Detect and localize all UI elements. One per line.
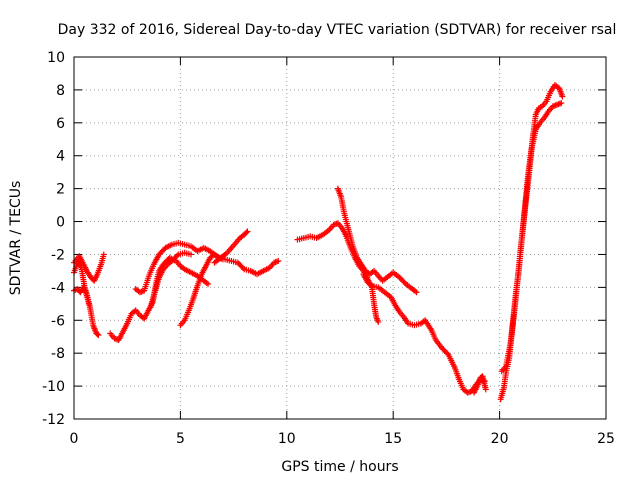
y-tick-label: 2 bbox=[56, 182, 65, 198]
data-point bbox=[375, 318, 382, 325]
y-tick-label: 8 bbox=[56, 83, 65, 99]
data-point bbox=[94, 331, 101, 338]
x-tick-label: 10 bbox=[278, 431, 296, 447]
data-point bbox=[188, 251, 195, 258]
data-series-arc-h bbox=[211, 228, 251, 266]
y-tick-label: 0 bbox=[56, 215, 65, 231]
data-point bbox=[482, 386, 489, 393]
data-point bbox=[244, 228, 251, 235]
plot-frame bbox=[73, 56, 607, 420]
x-tick-label: 15 bbox=[384, 431, 402, 447]
x-tick-label: 0 bbox=[70, 431, 79, 447]
y-axis-label: SDTVAR / TECUs bbox=[8, 181, 24, 296]
y-tick-label: -12 bbox=[42, 412, 65, 428]
y-tick-label: -2 bbox=[51, 247, 65, 263]
y-tick-label: 10 bbox=[47, 50, 65, 66]
data-point bbox=[205, 281, 212, 288]
data-series-arc-f bbox=[147, 249, 195, 311]
y-tick-label: -4 bbox=[51, 280, 65, 296]
data-point bbox=[413, 289, 420, 296]
axis-ticks bbox=[73, 56, 607, 420]
data-series-arc-n bbox=[498, 81, 566, 375]
data-series-arc-l bbox=[471, 373, 489, 396]
data-point bbox=[85, 300, 92, 307]
data-series-arc-k bbox=[360, 271, 488, 396]
data-point bbox=[100, 251, 107, 258]
data-layer bbox=[71, 81, 566, 403]
y-tick-label: -10 bbox=[42, 379, 65, 395]
y-tick-label: 6 bbox=[56, 116, 65, 132]
data-point bbox=[239, 264, 246, 271]
data-series-arc-c bbox=[71, 284, 92, 307]
data-point bbox=[275, 258, 282, 265]
data-series-arc-g bbox=[177, 251, 282, 329]
y-tick-label: -6 bbox=[51, 313, 65, 329]
chart-title: Day 332 of 2016, Sidereal Day-to-day VTE… bbox=[58, 22, 617, 38]
data-point bbox=[444, 350, 451, 357]
x-tick-label: 5 bbox=[176, 431, 185, 447]
data-point bbox=[173, 252, 180, 259]
grid bbox=[74, 57, 606, 419]
tick-labels: -12 -10 -8 -6 -4 -2 0 2 4 6 8 10 0 5 10 15 20 25 bbox=[42, 50, 615, 447]
x-tick-label: 25 bbox=[597, 431, 615, 447]
data-series-arc-b bbox=[71, 258, 102, 339]
y-tick-label: -8 bbox=[51, 346, 65, 362]
data-point bbox=[559, 93, 566, 100]
x-tick-label: 20 bbox=[491, 431, 509, 447]
data-point bbox=[95, 332, 102, 339]
x-axis-label: GPS time / hours bbox=[281, 459, 398, 475]
data-series-arc-j bbox=[334, 185, 420, 296]
y-tick-label: 4 bbox=[56, 149, 65, 165]
data-point bbox=[243, 229, 250, 236]
data-point bbox=[558, 100, 565, 107]
